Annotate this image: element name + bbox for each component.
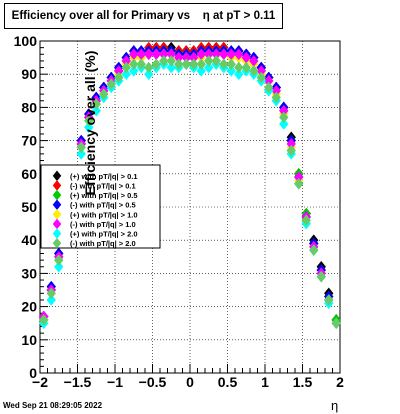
legend-entry-label: (-) with pT/|q| > 1.0 xyxy=(70,220,136,229)
data-point xyxy=(286,144,296,157)
data-point xyxy=(84,114,94,127)
data-point xyxy=(121,68,131,81)
y-tick-label: 0 xyxy=(29,365,37,381)
data-point xyxy=(211,55,221,67)
data-point xyxy=(234,68,244,81)
legend-entry-label: (-) with pT/|q| > 2.0 xyxy=(70,239,136,248)
data-point xyxy=(264,81,274,94)
y-tick-label: 20 xyxy=(21,299,37,315)
data-point xyxy=(271,91,281,104)
x-tick-label: −1.5 xyxy=(64,374,92,390)
x-tick-label: −2 xyxy=(32,374,48,390)
y-tick-label: 10 xyxy=(21,332,37,348)
data-point xyxy=(144,61,154,74)
x-tick-label: −0.5 xyxy=(139,374,167,390)
data-point xyxy=(106,78,116,91)
data-point xyxy=(196,64,206,77)
data-point xyxy=(234,61,244,74)
data-point xyxy=(39,313,49,326)
data-point xyxy=(76,141,86,154)
data-point xyxy=(204,61,214,74)
legend: (+) with pT/|q| > 0.1(-) with pT/|q| > 0… xyxy=(40,164,161,249)
data-point xyxy=(204,55,214,67)
legend-marker xyxy=(52,237,62,249)
data-point xyxy=(46,294,56,306)
data-point xyxy=(316,270,326,283)
y-tick-label: 80 xyxy=(21,99,37,115)
data-point xyxy=(234,48,244,61)
x-axis-label: η xyxy=(331,398,339,413)
data-point xyxy=(46,287,56,300)
data-point xyxy=(91,104,101,117)
legend-entry-label: (+) with pT/|q| > 2.0 xyxy=(70,230,138,239)
data-point xyxy=(121,61,131,74)
data-point xyxy=(219,58,229,71)
data-point xyxy=(166,61,176,74)
data-point xyxy=(241,61,251,74)
data-point xyxy=(144,48,154,61)
data-point xyxy=(331,317,341,330)
data-point xyxy=(226,64,236,77)
y-tick-label: 70 xyxy=(21,133,37,149)
x-tick-label: 2 xyxy=(336,374,344,390)
data-point xyxy=(151,58,161,71)
data-point xyxy=(279,118,289,130)
x-tick-label: 0.5 xyxy=(218,374,238,390)
legend-entry-label: (+) with pT/|q| > 0.5 xyxy=(70,191,138,200)
data-point xyxy=(196,58,206,71)
y-tick-label: 30 xyxy=(21,265,37,281)
data-point xyxy=(159,55,169,67)
data-point xyxy=(114,71,124,84)
data-point xyxy=(129,58,139,71)
legend-entry-label: (+) with pT/|q| > 1.0 xyxy=(70,210,138,219)
data-point xyxy=(309,244,319,257)
x-axis-ticks: −2 −1.5 −1 −0.5 0 0.5 1 1.5 2 xyxy=(32,364,344,390)
x-tick-label: 0 xyxy=(186,374,194,390)
y-axis-ticks: 0 10 20 30 40 50 60 70 80 90 100 xyxy=(14,33,48,381)
timestamp-footer: Wed Sep 21 08:29:05 2022 xyxy=(3,401,103,410)
data-point xyxy=(129,64,139,77)
y-tick-label: 100 xyxy=(14,33,38,49)
x-tick-label: 1 xyxy=(261,374,269,390)
data-point xyxy=(174,58,184,71)
data-point xyxy=(144,68,154,81)
data-point xyxy=(91,98,101,110)
data-point xyxy=(301,214,311,227)
y-tick-label: 60 xyxy=(21,166,37,182)
data-point xyxy=(54,260,64,273)
data-point xyxy=(256,71,266,84)
legend-entry-label: (-) with pT/|q| > 0.1 xyxy=(70,181,136,190)
x-tick-label: 1.5 xyxy=(293,374,313,390)
x-tick-label: −1 xyxy=(107,374,123,390)
data-point xyxy=(294,177,304,190)
data-point xyxy=(136,58,146,71)
data-point xyxy=(324,294,334,306)
data-point xyxy=(189,58,199,71)
data-point xyxy=(181,58,191,71)
chart-title: Efficiency over all for Primary vs η at … xyxy=(4,3,283,29)
y-tick-label: 90 xyxy=(21,66,37,82)
data-point xyxy=(84,121,94,134)
data-point xyxy=(166,55,176,67)
data-point xyxy=(279,111,289,124)
y-tick-label: 50 xyxy=(21,199,37,215)
y-axis-label: Efficiency over all (%) xyxy=(82,50,98,196)
legend-entry-label: (+) with pT/|q| > 0.1 xyxy=(70,172,138,181)
data-point xyxy=(76,147,86,160)
data-point xyxy=(54,254,64,267)
data-point xyxy=(99,88,109,101)
data-point xyxy=(249,64,259,77)
y-tick-label: 40 xyxy=(21,232,37,248)
data-point xyxy=(226,58,236,71)
legend-entry-label: (-) with pT/|q| > 0.5 xyxy=(70,201,136,210)
